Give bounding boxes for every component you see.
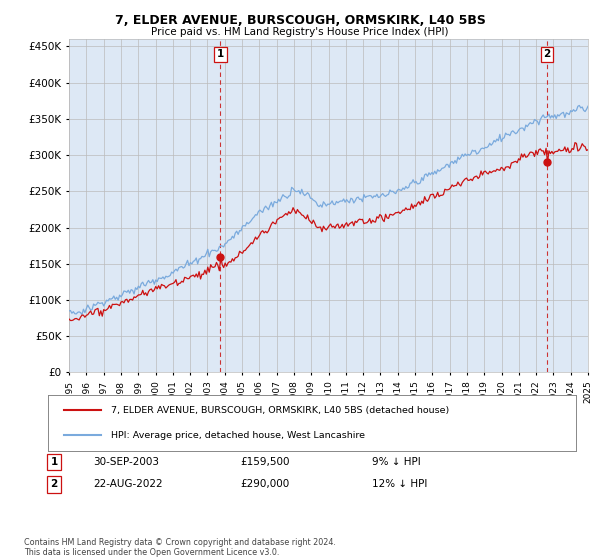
Text: 1: 1: [50, 457, 58, 467]
Text: £290,000: £290,000: [240, 479, 289, 489]
Text: £159,500: £159,500: [240, 457, 290, 467]
Text: Contains HM Land Registry data © Crown copyright and database right 2024.
This d: Contains HM Land Registry data © Crown c…: [24, 538, 336, 557]
Text: HPI: Average price, detached house, West Lancashire: HPI: Average price, detached house, West…: [112, 431, 365, 440]
Text: 7, ELDER AVENUE, BURSCOUGH, ORMSKIRK, L40 5BS (detached house): 7, ELDER AVENUE, BURSCOUGH, ORMSKIRK, L4…: [112, 406, 449, 415]
Text: 1: 1: [217, 49, 224, 59]
Text: 22-AUG-2022: 22-AUG-2022: [93, 479, 163, 489]
Text: 12% ↓ HPI: 12% ↓ HPI: [372, 479, 427, 489]
Text: Price paid vs. HM Land Registry's House Price Index (HPI): Price paid vs. HM Land Registry's House …: [151, 27, 449, 37]
Text: 2: 2: [50, 479, 58, 489]
Text: 9% ↓ HPI: 9% ↓ HPI: [372, 457, 421, 467]
Text: 7, ELDER AVENUE, BURSCOUGH, ORMSKIRK, L40 5BS: 7, ELDER AVENUE, BURSCOUGH, ORMSKIRK, L4…: [115, 14, 485, 27]
Text: 2: 2: [544, 49, 551, 59]
Text: 30-SEP-2003: 30-SEP-2003: [93, 457, 159, 467]
